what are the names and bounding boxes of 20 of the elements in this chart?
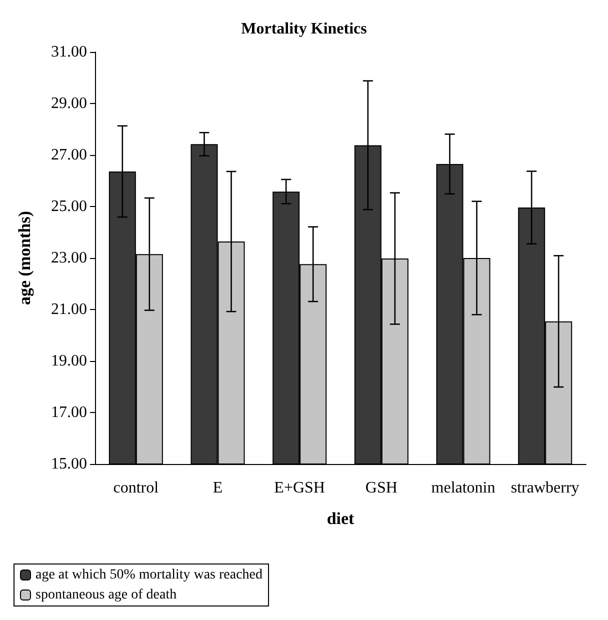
y-tick-label: 15.00	[51, 456, 87, 472]
y-tick-label: 29.00	[51, 95, 87, 112]
x-axis-title: diet	[326, 509, 355, 528]
x-tick-label: melatonin	[431, 480, 496, 496]
y-tick-label: 21.00	[51, 301, 87, 318]
x-tick-label: GSH	[365, 480, 398, 496]
y-tick-label: 17.00	[51, 404, 87, 421]
y-tick-label: 19.00	[51, 352, 87, 370]
y-tick-label: 25.00	[51, 198, 87, 215]
y-axis-title: age (months)	[15, 211, 34, 305]
x-tick-label: E	[212, 480, 223, 496]
chart-title: Mortality Kinetics	[241, 20, 367, 38]
x-tick-label: strawberry	[510, 480, 580, 496]
legend-label: spontaneous age of death	[36, 588, 177, 602]
x-tick-label: E+GSH	[274, 480, 326, 496]
y-tick-label: 31.00	[51, 44, 87, 60]
y-tick-label: 27.00	[51, 146, 87, 164]
y-tick-label: 23.00	[51, 250, 87, 266]
legend-label: age at which 50% mortality was reached	[36, 568, 263, 582]
x-tick-label: control	[113, 480, 160, 496]
